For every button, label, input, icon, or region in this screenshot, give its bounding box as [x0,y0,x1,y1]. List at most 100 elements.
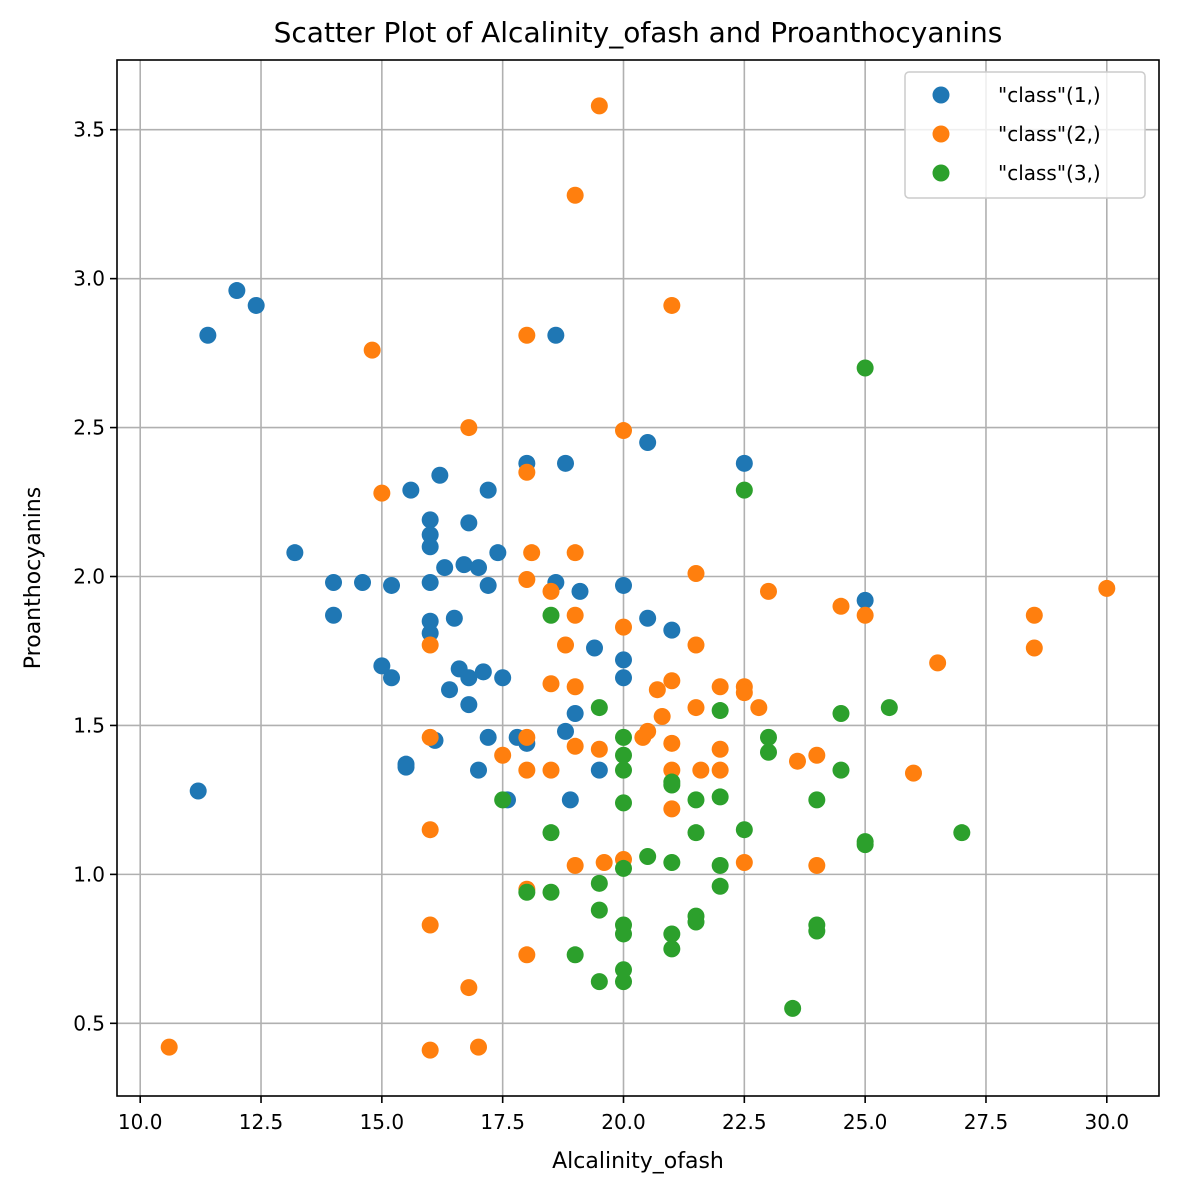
scatter-point-class-1 [735,454,753,472]
legend-box [904,71,1146,199]
scatter-point-class-3 [759,743,777,761]
scatter-point-class-3 [735,821,753,839]
scatter-point-class-3 [953,824,971,842]
scatter-point-class-1 [470,761,488,779]
scatter-point-class-2 [687,636,705,654]
scatter-point-class-3 [494,791,512,809]
scatter-point-class-1 [460,669,478,687]
scatter-point-class-3 [542,883,560,901]
scatter-point-class-2 [615,618,633,636]
y-tick-label: 1.5 [73,713,105,737]
x-tick-label: 30.0 [1085,1110,1130,1134]
scatter-point-class-3 [615,973,633,991]
scatter-point-class-3 [615,761,633,779]
scatter-point-class-3 [542,606,560,624]
scatter-point-class-1 [615,576,633,594]
scatter-point-class-3 [542,824,560,842]
chart-title: Scatter Plot of Alcalinity_ofash and Pro… [274,16,1003,49]
legend-marker-class-1 [932,86,950,104]
axis-ticks: 10.0 12.5 15.0 17.5 20.0 22.5 25.0 27.5 30.0 0.5 1… [73,118,1129,1134]
scatter-point-class-2 [518,326,536,344]
scatter-point-class-2 [523,544,541,562]
scatter-point-class-2 [566,737,584,755]
scatter-point-class-2 [808,856,826,874]
scatter-point-class-1 [189,782,207,800]
scatter-point-class-1 [615,669,633,687]
scatter-point-class-2 [832,597,850,615]
scatter-point-class-3 [615,925,633,943]
scatter-point-class-2 [590,97,608,115]
scatter-point-class-2 [518,463,536,481]
scatter-point-class-2 [1025,639,1043,657]
scatter-point-class-2 [687,565,705,583]
y-tick-label: 2.5 [73,416,105,440]
scatter-point-class-2 [1025,606,1043,624]
scatter-point-class-2 [735,684,753,702]
scatter-point-class-2 [653,708,671,726]
x-tick-label: 12.5 [239,1110,284,1134]
scatter-point-class-3 [687,824,705,842]
legend-label-class-1: "class"(1,) [998,83,1101,107]
scatter-point-class-1 [615,651,633,669]
scatter-point-class-1 [286,544,304,562]
scatter-point-class-1 [479,576,497,594]
scatter-point-class-1 [639,609,657,627]
scatter-point-class-1 [397,758,415,776]
scatter-point-class-3 [711,702,729,720]
scatter-point-class-1 [557,722,575,740]
scatter-point-class-1 [455,556,473,574]
scatter-point-class-2 [518,728,536,746]
x-tick-label: 20.0 [601,1110,646,1134]
scatter-point-class-1 [441,681,459,699]
scatter-point-class-2 [421,636,439,654]
scatter-point-class-1 [431,466,449,484]
scatter-point-class-1 [383,669,401,687]
scatter-point-class-1 [421,573,439,591]
scatter-point-class-3 [808,922,826,940]
scatter-point-class-3 [687,791,705,809]
scatter-point-class-1 [325,573,343,591]
scatter-point-class-1 [479,481,497,499]
scatter-point-class-3 [711,856,729,874]
y-tick-label: 3.0 [73,267,105,291]
scatter-point-class-2 [566,544,584,562]
scatter-point-class-2 [663,734,681,752]
scatter-point-class-3 [687,913,705,931]
y-tick-label: 0.5 [73,1011,105,1035]
scatter-point-class-3 [590,973,608,991]
scatter-point-class-1 [470,559,488,577]
scatter-point-class-1 [856,591,874,609]
scatter-point-class-3 [759,728,777,746]
scatter-point-class-2 [929,654,947,672]
scatter-point-class-1 [557,454,575,472]
scatter-point-class-1 [421,511,439,529]
scatter-point-class-1 [639,433,657,451]
scatter-point-class-2 [648,681,666,699]
scatter-point-class-1 [421,538,439,556]
scatter-point-class-1 [436,559,454,577]
scatter-point-class-2 [518,570,536,588]
scatter-point-class-2 [518,946,536,964]
scatter-point-class-1 [199,326,217,344]
scatter-point-class-1 [663,621,681,639]
x-tick-label: 10.0 [118,1110,163,1134]
scatter-point-class-2 [460,979,478,997]
scatter-point-class-3 [711,788,729,806]
scatter-point-class-3 [832,705,850,723]
scatter-point-class-2 [470,1038,488,1056]
legend-marker-class-2 [932,125,950,143]
scatter-point-class-2 [687,699,705,717]
scatter-point-class-1 [445,609,463,627]
scatter-point-class-2 [363,341,381,359]
scatter-point-class-2 [663,296,681,314]
scatter-point-class-1 [571,582,589,600]
x-tick-label: 25.0 [843,1110,888,1134]
scatter-point-class-2 [856,606,874,624]
y-axis-label: Proanthocyanins [21,487,46,669]
scatter-point-class-2 [590,740,608,758]
scatter-point-class-2 [750,699,768,717]
scatter-point-class-2 [735,853,753,871]
scatter-point-class-2 [557,636,575,654]
scatter-point-class-2 [663,672,681,690]
x-tick-label: 17.5 [480,1110,525,1134]
